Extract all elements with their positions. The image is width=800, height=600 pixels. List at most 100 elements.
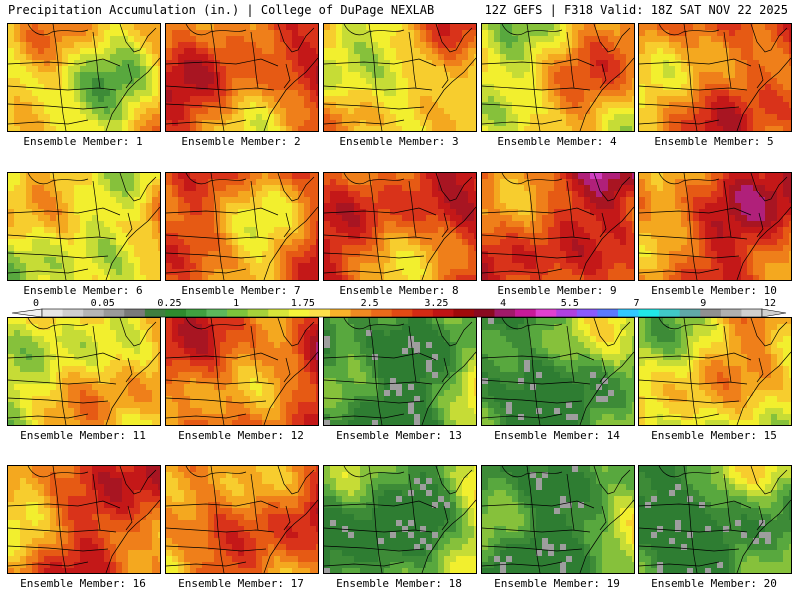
- precip-map: [639, 173, 791, 280]
- member-caption: Ensemble Member: 18: [336, 577, 462, 590]
- colorbar-swatch: [371, 309, 393, 317]
- precip-map: [8, 173, 160, 280]
- colorbar-swatch: [144, 309, 166, 317]
- member-caption: Ensemble Member: 19: [494, 577, 620, 590]
- colorbar-swatch: [535, 309, 557, 317]
- precip-map: [8, 318, 160, 425]
- map-boundaries: [482, 24, 634, 131]
- precip-map: [482, 466, 634, 573]
- precip-map: [482, 318, 634, 425]
- colorbar-tick-label: 9: [700, 298, 706, 309]
- member-caption: Ensemble Member: 5: [654, 135, 774, 148]
- member-caption: Ensemble Member: 12: [178, 429, 304, 442]
- map-boundaries: [482, 466, 634, 573]
- precip-map: [324, 173, 476, 280]
- colorbar-tick-label: 12: [764, 298, 776, 309]
- colorbar-swatch: [330, 309, 351, 317]
- colorbar-swatch: [309, 309, 331, 317]
- map-boundaries: [324, 24, 476, 131]
- ensemble-panel: [481, 172, 635, 281]
- map-boundaries: [639, 24, 791, 131]
- map-boundaries: [166, 318, 318, 425]
- precip-map: [166, 173, 318, 280]
- member-caption: Ensemble Member: 15: [651, 429, 777, 442]
- ensemble-panel: [481, 23, 635, 132]
- ensemble-panel: [323, 23, 477, 132]
- colorbar-tick-label: 3.25: [424, 298, 448, 309]
- map-boundaries: [8, 173, 160, 280]
- precip-map: [482, 24, 634, 131]
- map-boundaries: [8, 318, 160, 425]
- colorbar-tick-label: 4: [500, 298, 506, 309]
- map-boundaries: [324, 173, 476, 280]
- colorbar-swatch: [165, 309, 187, 317]
- colorbar-swatch: [350, 309, 372, 317]
- colorbar-tick-label: 5.5: [561, 298, 579, 309]
- ensemble-panel: [7, 172, 161, 281]
- map-boundaries: [639, 466, 791, 573]
- precip-map: [324, 24, 476, 131]
- colorbar-swatch: [576, 309, 598, 317]
- map-boundaries: [324, 466, 476, 573]
- colorbar-tick-label: 1.75: [291, 298, 315, 309]
- member-caption: Ensemble Member: 8: [339, 284, 459, 297]
- member-caption: Ensemble Member: 7: [181, 284, 301, 297]
- precip-map: [8, 466, 160, 573]
- colorbar-swatch: [556, 309, 578, 317]
- ensemble-panel: [638, 317, 792, 426]
- ensemble-panel: [7, 317, 161, 426]
- member-caption: Ensemble Member: 9: [497, 284, 617, 297]
- precip-map: [166, 318, 318, 425]
- colorbar-tick-label: 7: [634, 298, 640, 309]
- colorbar-swatch: [103, 309, 125, 317]
- ensemble-panel: [481, 317, 635, 426]
- member-caption: Ensemble Member: 4: [497, 135, 617, 148]
- ensemble-panel: [638, 23, 792, 132]
- map-boundaries: [166, 466, 318, 573]
- colorbar-swatch: [83, 309, 105, 317]
- ensemble-panel: [638, 465, 792, 574]
- colorbar-swatch: [206, 309, 228, 317]
- ensemble-panel: [323, 172, 477, 281]
- colorbar-tick-label: 2.5: [361, 298, 379, 309]
- member-caption: Ensemble Member: 3: [339, 135, 459, 148]
- ensemble-panel: [323, 317, 477, 426]
- colorbar-swatch: [412, 309, 434, 317]
- colorbar-tick-label: 0: [33, 298, 39, 309]
- colorbar-swatch: [474, 309, 495, 317]
- member-caption: Ensemble Member: 17: [178, 577, 304, 590]
- map-boundaries: [8, 466, 160, 573]
- member-caption: Ensemble Member: 2: [181, 135, 301, 148]
- member-caption: Ensemble Member: 13: [336, 429, 462, 442]
- colorbar-swatch: [268, 309, 290, 317]
- ensemble-panel: [165, 465, 319, 574]
- ensemble-panel: [323, 465, 477, 574]
- precip-map: [8, 24, 160, 131]
- map-boundaries: [639, 318, 791, 425]
- colorbar-tick-label: 0.25: [157, 298, 181, 309]
- colorbar-swatch: [124, 309, 146, 317]
- map-boundaries: [482, 318, 634, 425]
- ensemble-panel: [7, 23, 161, 132]
- member-caption: Ensemble Member: 1: [23, 135, 143, 148]
- colorbar-swatch: [700, 309, 722, 317]
- ensemble-panel: [165, 172, 319, 281]
- precip-map: [639, 24, 791, 131]
- ensemble-panel: [165, 317, 319, 426]
- map-boundaries: [482, 173, 634, 280]
- colorbar-swatch: [247, 309, 269, 317]
- colorbar-left-arrow: [11, 308, 43, 318]
- colorbar-tick-label: 1: [233, 298, 239, 309]
- map-boundaries: [324, 318, 476, 425]
- precip-map: [324, 318, 476, 425]
- colorbar-swatch: [515, 309, 537, 317]
- ensemble-panel: [165, 23, 319, 132]
- colorbar-swatch: [453, 309, 475, 317]
- colorbar-swatch: [659, 309, 681, 317]
- precip-map: [482, 173, 634, 280]
- precip-map: [639, 318, 791, 425]
- colorbar-swatch: [227, 309, 249, 317]
- header-title: Precipitation Accumulation (in.) | Colle…: [8, 3, 435, 17]
- colorbar-swatch: [186, 309, 207, 317]
- colorbar-swatch: [494, 309, 516, 317]
